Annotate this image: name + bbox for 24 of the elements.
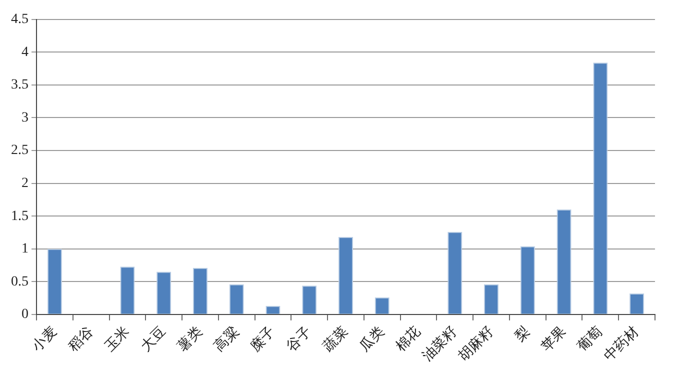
x-tick-label: 棉花 — [392, 323, 424, 355]
x-tick-label: 高粱 — [210, 323, 242, 355]
y-tick-label: 3.5 — [11, 78, 28, 93]
y-tick-label: 2 — [22, 176, 28, 191]
x-tick-label: 稻谷 — [65, 323, 96, 355]
x-tick-label: 蔬菜 — [320, 323, 352, 355]
y-tick-label: 3 — [22, 110, 28, 126]
x-tick-label: 薯类 — [174, 323, 206, 355]
x-tick-label: 苹果 — [538, 323, 570, 355]
x-tick-label: 谷子 — [284, 323, 315, 355]
x-tick-label: 糜子 — [247, 323, 278, 355]
x-tick-label: 瓜类 — [356, 323, 388, 355]
x-tick-label: 小麦 — [29, 323, 60, 355]
y-tick-label: 4 — [22, 44, 28, 60]
x-tick-label: 胡麻籽 — [456, 323, 497, 364]
x-tick-label: 玉米 — [102, 323, 133, 355]
y-tick-label: 2.5 — [11, 143, 28, 158]
y-tick-label: 1 — [22, 242, 28, 257]
y-tick-label: 1.5 — [11, 208, 28, 224]
y-tick-label: 0 — [22, 307, 28, 322]
y-tick-label: 4.5 — [11, 12, 28, 28]
y-tick-label: 0.5 — [11, 274, 28, 290]
x-tick-label: 大豆 — [138, 323, 170, 355]
x-tick-label: 梨 — [512, 323, 534, 345]
